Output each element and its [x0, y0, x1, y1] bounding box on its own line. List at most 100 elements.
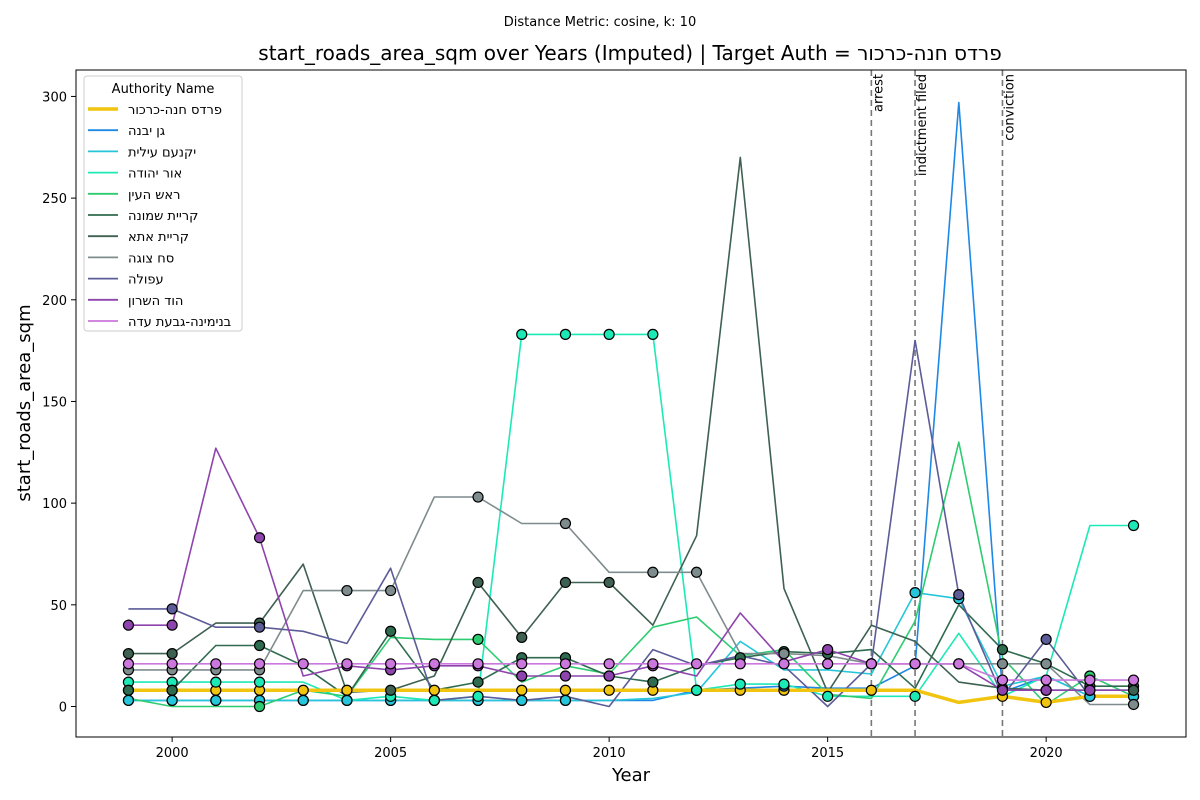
x-tick-label: 2015	[811, 746, 844, 761]
series-line-9	[128, 447, 1134, 692]
imputed-point	[341, 584, 353, 597]
imputed-point	[341, 694, 353, 706]
imputed-point	[603, 670, 615, 682]
imputed-point	[472, 676, 484, 688]
imputed-point	[428, 694, 440, 706]
imputed-point	[778, 678, 790, 690]
imputed-point	[647, 676, 659, 688]
imputed-point	[516, 328, 528, 340]
imputed-point	[909, 690, 921, 702]
series-line-6	[128, 156, 1134, 694]
legend-entry-9: הוד השרון	[128, 294, 183, 309]
imputed-point	[1040, 696, 1052, 709]
y-tick-label: 0	[59, 700, 67, 715]
imputed-point	[822, 690, 834, 702]
legend-entry-6: קריית אתא	[128, 230, 189, 245]
imputed-point	[166, 648, 178, 660]
imputed-point	[996, 658, 1009, 670]
imputed-point	[516, 631, 528, 643]
x-tick-label: 2005	[374, 746, 407, 761]
imputed-point	[385, 584, 397, 597]
legend-entry-7: סח צוגה	[128, 251, 174, 266]
plot-area: arrest indictment filed conviction	[122, 70, 1140, 737]
imputed-point	[734, 658, 746, 670]
imputed-point	[516, 694, 528, 706]
y-axis-label: start_roads_area_sqm	[14, 304, 35, 501]
imputed-point	[690, 684, 703, 696]
imputed-point	[647, 328, 659, 340]
imputed-point	[996, 684, 1009, 696]
imputed-point	[122, 694, 135, 706]
imputed-point	[341, 658, 353, 670]
imputed-point	[1127, 519, 1140, 532]
imputed-point	[822, 658, 834, 670]
legend-entry-2: יקנעם עילית	[128, 145, 196, 160]
imputed-point	[559, 694, 572, 706]
imputed-point	[559, 670, 572, 682]
legend-entry-0: פרדס חנה-כרכור	[128, 103, 222, 118]
legend-entry-10: בנימינה-גבעת עדה	[128, 315, 231, 330]
legend-entry-5: קריית שמונה	[128, 209, 198, 224]
series-line-4	[128, 441, 1134, 708]
imputed-point	[1040, 633, 1052, 645]
imputed-point	[166, 684, 178, 696]
imputed-point	[122, 648, 135, 660]
imputed-point	[166, 658, 178, 670]
imputed-point	[341, 684, 353, 696]
imputed-point	[559, 658, 572, 670]
series-line-8	[128, 339, 1134, 708]
series-line-0	[128, 688, 1134, 705]
imputed-point	[647, 566, 659, 578]
imputed-point	[865, 684, 877, 696]
imputed-point	[385, 625, 397, 637]
imputed-point	[385, 684, 397, 696]
imputed-point	[253, 532, 266, 544]
x-tick-label: 2000	[156, 746, 189, 761]
imputed-point	[778, 648, 790, 660]
y-tick-label: 300	[42, 90, 67, 105]
imputed-point	[865, 658, 877, 670]
imputed-point	[472, 576, 484, 589]
imputed-point	[210, 676, 222, 688]
imputed-point	[122, 684, 135, 696]
legend-entry-1: גן יבנה	[128, 124, 165, 139]
imputed-point	[996, 674, 1009, 686]
imputed-point	[122, 619, 135, 631]
imputed-point	[559, 576, 572, 589]
imputed-point	[428, 684, 440, 696]
imputed-point	[1127, 698, 1140, 711]
imputed-point	[909, 587, 921, 599]
legend-entry-3: אור יהודה	[128, 167, 182, 182]
legend: Authority Name פרדס חנה-כרכור גן יבנה יקנע…	[83, 75, 243, 332]
imputed-point	[472, 491, 484, 503]
imputed-point	[822, 643, 834, 656]
x-axis-label: Year	[611, 765, 651, 786]
imputed-point	[253, 621, 266, 633]
imputed-point	[1040, 674, 1052, 686]
imputed-point	[297, 694, 309, 706]
y-tick-label: 50	[50, 599, 67, 614]
series-line-7	[128, 496, 1134, 706]
event-label-conviction: conviction	[1002, 74, 1017, 141]
event-label-indictment-filed: indictment filed	[915, 74, 930, 176]
imputed-point	[996, 643, 1009, 656]
imputed-point	[516, 670, 528, 682]
imputed-point	[166, 603, 178, 615]
legend-entry-8: עפולה	[128, 273, 164, 288]
imputed-point	[253, 658, 266, 670]
imputed-point	[472, 658, 484, 670]
y-tick-label: 100	[42, 497, 67, 512]
imputed-point	[559, 517, 572, 530]
imputed-point	[1127, 674, 1140, 686]
imputed-point	[778, 658, 790, 670]
imputed-point	[603, 328, 615, 340]
imputed-point	[647, 658, 659, 670]
imputed-point	[1084, 684, 1096, 696]
imputed-point	[734, 678, 746, 690]
imputed-point	[385, 658, 397, 670]
legend-box	[83, 75, 243, 332]
imputed-point	[603, 684, 615, 696]
imputed-point	[1084, 674, 1096, 686]
imputed-point	[472, 633, 484, 645]
